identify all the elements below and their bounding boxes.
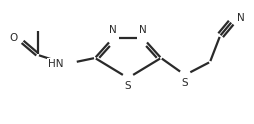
Text: N: N — [236, 13, 244, 23]
Text: S: S — [124, 81, 131, 91]
Text: N: N — [109, 25, 116, 35]
Text: HN: HN — [48, 59, 64, 69]
Text: S: S — [181, 78, 187, 88]
Text: O: O — [10, 33, 18, 43]
Text: N: N — [139, 25, 146, 35]
